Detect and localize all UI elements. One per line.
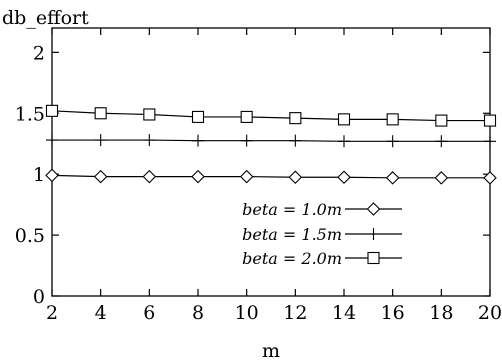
point-diamond [434,171,449,185]
point-plus [289,134,302,147]
x-tick-label: 14 [332,302,356,324]
x-tick-label: 10 [235,302,259,324]
point-plus [367,228,380,240]
point-plus [386,135,399,148]
point-square [45,104,59,117]
point-square [386,113,399,126]
point-diamond [45,168,59,183]
y-tick-label: 1.5 [15,103,45,125]
point-diamond [191,169,205,184]
x-tick-label: 20 [478,302,502,324]
legend-label: beta = 2.0m [242,249,342,268]
x-axis-label: m [262,340,280,362]
legend: beta = 1.0m beta = 1.5m beta = 2.0m [242,200,402,268]
point-diamond [385,171,400,185]
legend-label: beta = 1.5m [242,225,342,244]
point-plus [192,134,204,147]
series-layer [45,104,497,185]
y-tick-label: 2 [33,42,45,64]
x-tick-label: 18 [429,302,453,324]
point-square [289,112,302,125]
point-square [367,251,380,265]
point-plus [435,135,448,148]
legend-label: beta = 1.0m [242,200,342,219]
point-plus [240,134,253,147]
point-plus [143,134,156,147]
y-tick-label: 1 [33,164,45,186]
x-tick-label: 4 [95,302,107,324]
point-diamond [337,170,351,185]
point-square [337,113,351,126]
point-diamond [483,171,497,185]
point-diamond [239,169,254,184]
series-line [51,174,490,179]
series-line [52,139,490,142]
point-diamond [93,169,108,184]
x-tick-label: 2 [46,302,58,324]
point-plus [484,135,496,148]
point-plus [46,134,58,147]
series-diamond [45,168,497,185]
point-diamond [288,170,303,185]
point-diamond [142,169,157,184]
point-diamond [366,202,381,216]
point-square [191,110,205,123]
series-line [51,110,490,122]
x-tick-label: 16 [381,302,405,324]
point-plus [94,134,107,147]
point-square [143,108,156,121]
x-tick-label: 8 [192,302,204,324]
point-square [94,107,107,120]
series-square [45,104,497,127]
point-square [435,114,448,127]
x-tick-label: 6 [143,302,155,324]
point-plus [338,135,350,148]
y-tick-label: 0 [33,286,45,308]
x-tick-label: 12 [283,302,307,324]
series-plus [46,134,496,148]
plot-frame [51,27,491,297]
y-axis-label: db_effort [2,7,89,29]
point-square [483,114,497,127]
y-tick-label: 0.5 [15,225,45,247]
point-square [240,110,253,123]
